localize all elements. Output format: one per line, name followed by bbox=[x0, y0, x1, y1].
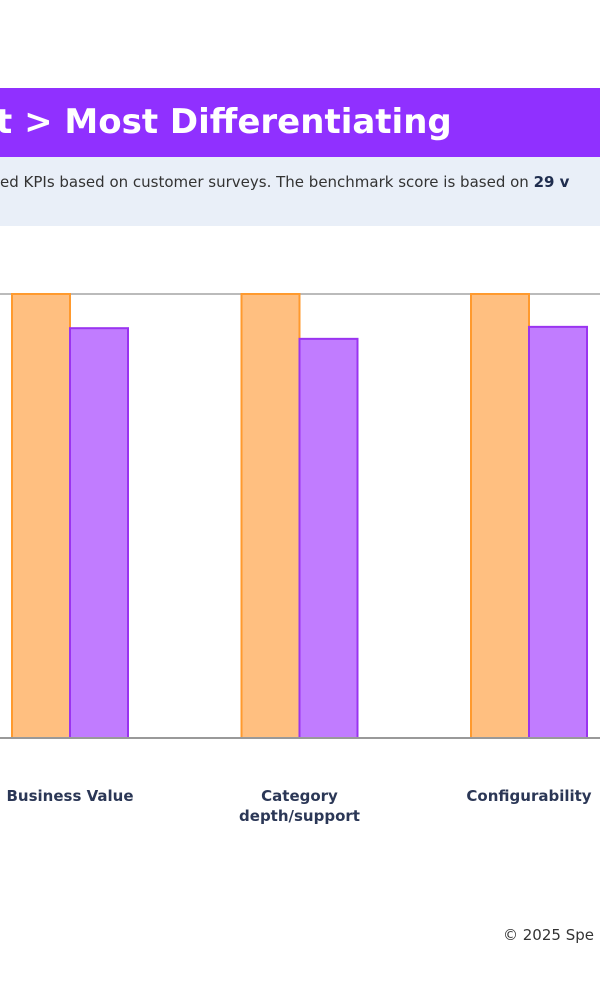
bar bbox=[11, 293, 71, 739]
subtitle: ed KPIs based on customer surveys. The b… bbox=[0, 173, 569, 191]
subtitle-text: ed KPIs based on customer surveys. The b… bbox=[0, 173, 534, 191]
footer: © 2025 Spe bbox=[503, 926, 594, 944]
x-tick-label: Business Value bbox=[6, 787, 134, 805]
bar bbox=[240, 293, 301, 739]
subtitle-band: ed KPIs based on customer surveys. The b… bbox=[0, 157, 600, 226]
subtitle-bold: 29 v bbox=[533, 173, 570, 191]
x-tick-label: Configurability bbox=[466, 787, 592, 805]
header-title: t > Most Differentiating bbox=[0, 102, 452, 142]
bar bbox=[528, 325, 588, 739]
header: t > Most Differentiating bbox=[0, 88, 600, 157]
bar bbox=[470, 293, 530, 739]
bar bbox=[298, 337, 359, 739]
bar bbox=[69, 327, 129, 739]
x-tick-label: Category depth/support bbox=[239, 787, 360, 825]
